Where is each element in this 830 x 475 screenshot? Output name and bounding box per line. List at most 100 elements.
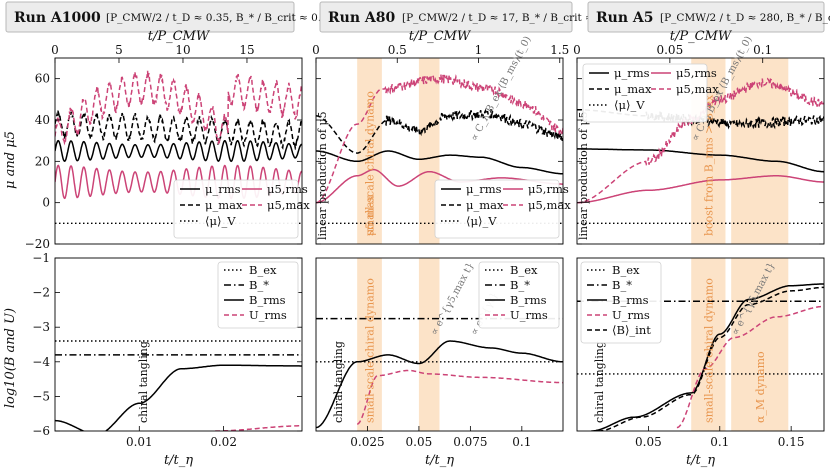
header-a5-run: Run A5 (596, 10, 653, 26)
orange-band (731, 258, 789, 431)
ylabel-mu: μ and μ5 (3, 131, 18, 189)
top-tick-label: 5 (115, 43, 123, 57)
series-5max-line (55, 70, 302, 146)
series-Bint-line (598, 286, 824, 431)
ytick-label: −5 (32, 389, 50, 403)
top-tick-label: 0.1 (753, 43, 772, 57)
ytick-label: −2 (32, 286, 50, 300)
series-Brms-line (55, 364, 302, 431)
legend-label: ⟨μ⟩_V (614, 98, 645, 112)
annotation: chiral tangling (137, 341, 150, 423)
legend-label: μ_rms (614, 66, 650, 80)
header-a1000: Run A1000 [P_CMW/2 / t_D ≈ 0.35, B_* / B… (5, 1, 339, 33)
orange-band (357, 58, 382, 244)
annotation: small-scale chiral dynamo (702, 278, 715, 423)
ytick-label: −3 (32, 320, 50, 334)
legend-box (217, 261, 299, 329)
annotation: chiral tangling (332, 341, 345, 423)
legend-label: μ5,rms (267, 182, 308, 196)
legend-label: μ5,rms (676, 66, 717, 80)
top-tick-label: 10 (175, 43, 190, 57)
legend-label: μ5,max (676, 82, 719, 96)
orange-band (418, 58, 440, 244)
top-tick-label: 1 (475, 43, 483, 57)
top-tick-label: 0.05 (656, 43, 683, 57)
legend: μ_rms μ5,rms μ_max μ5,max ⟨μ⟩_V (173, 179, 310, 239)
legend-box (580, 261, 662, 344)
legend-label: μ_max (466, 198, 504, 212)
legend-box (582, 63, 708, 123)
annotation: linear production of μ5 (577, 111, 590, 240)
legend-label: μ5,max (267, 198, 310, 212)
series-rms-line (316, 150, 563, 175)
legend: μ_rms μ5,rms μ_max μ5,max ⟨μ⟩_V (434, 179, 571, 239)
ytick-label: 40 (35, 113, 50, 127)
panel-plot-area (316, 58, 563, 244)
panel-A5-B: 0.05 0.1 0.15 t/t_η chiral tangling small-sca… (576, 257, 825, 468)
legend-label: B_rms (249, 293, 286, 307)
annotation: α_M dynamo (754, 351, 767, 423)
ytick-label: 60 (35, 72, 50, 86)
legend-label: ⟨B⟩_int (612, 323, 651, 337)
xaxis-label: t/t_η (425, 453, 454, 468)
panel-plot-area (316, 258, 563, 431)
header-a5: Run A5 [P_CMW/2 / t_D ≈ 280, B_* / B_cri… (587, 1, 830, 33)
series-Urms-line (676, 305, 824, 429)
series-max-line (316, 108, 563, 154)
annotation: linear production of μ5 (316, 111, 329, 240)
legend-label: B_ex (249, 263, 277, 277)
annotation: chiral tangling (593, 341, 606, 423)
legend-label: B_rms (510, 293, 547, 307)
legend-label: B_* (510, 278, 530, 292)
legend-label: μ_rms (466, 182, 502, 196)
ytick-label: −4 (32, 355, 50, 369)
top-tick-label: 0 (312, 43, 320, 57)
axes-frame (54, 57, 303, 245)
top-tick-label: 0 (51, 43, 59, 57)
legend-box (173, 179, 299, 239)
xtick-label: 0.1 (710, 435, 729, 449)
annotation: small-scale chiral dynamo (364, 278, 377, 423)
ytick-label: −1 (32, 251, 50, 265)
legend-box (478, 261, 560, 329)
panel-plot-area (55, 340, 302, 431)
legend-label: μ_max (614, 82, 652, 96)
legend-label: U_rms (612, 308, 650, 322)
panel-plot-area (577, 258, 824, 431)
ytick-label: −20 (25, 237, 50, 251)
axes-frame (576, 257, 825, 432)
header-a80-params: [P_CMW/2 / t_D ≈ 17, B_* / B_crit ≈ 0.8] (402, 12, 618, 24)
orange-band (731, 58, 789, 244)
series-Urms-line (215, 425, 302, 431)
legend-label: ⟨μ⟩_V (205, 214, 236, 228)
header-a80-run: Run A80 (328, 10, 395, 26)
panel-plot-area (577, 58, 824, 244)
legend-label: B_* (612, 278, 632, 292)
legend-label: B_ex (612, 263, 640, 277)
header-a80: Run A80 [P_CMW/2 / t_D ≈ 17, B_* / B_cri… (319, 1, 618, 33)
ytick-label: 0 (42, 196, 50, 210)
orange-band (418, 258, 440, 431)
legend-label: ⟨μ⟩_V (466, 214, 497, 228)
series-5rms-line (577, 175, 824, 204)
axes-frame (315, 257, 564, 432)
xtick-label: 0.075 (453, 435, 487, 449)
legend-label: μ_max (205, 198, 243, 212)
axes-frame (54, 257, 303, 432)
legend-label: μ5,max (528, 198, 571, 212)
xtick-label: 0.05 (406, 435, 433, 449)
top-axis-label: t/P_CMW (409, 29, 472, 44)
axes-frame (576, 57, 825, 245)
series-Brms-line (591, 283, 824, 431)
legend-label: μ5,rms (528, 182, 569, 196)
series-Brms-line (316, 340, 563, 429)
series-5rms-line (316, 168, 563, 204)
panel-A80-B: 0.025 0.05 0.075 0.1 t/t_η chiral tangling sma… (315, 257, 564, 468)
series-max-line (55, 110, 302, 151)
xtick-label: 0.15 (778, 435, 805, 449)
